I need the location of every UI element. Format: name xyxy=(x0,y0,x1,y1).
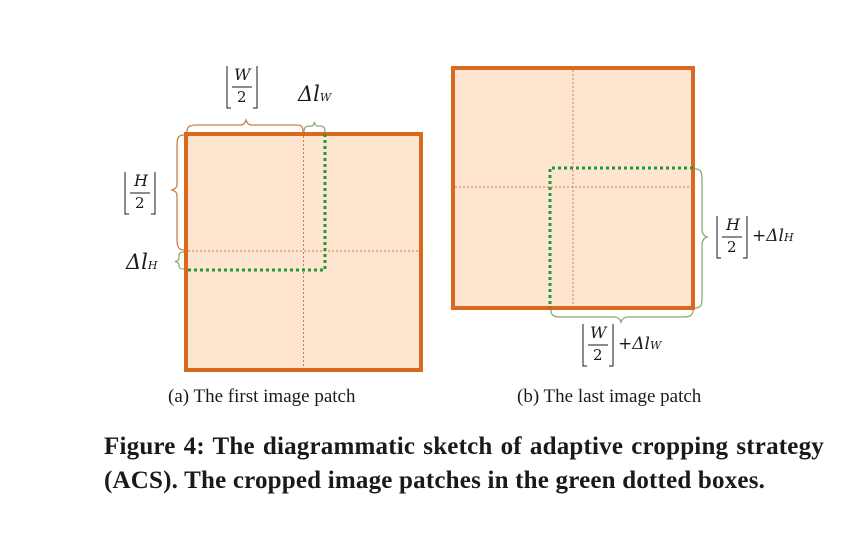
brace-top-delta-width xyxy=(303,121,326,133)
plus-sign: + xyxy=(752,226,767,246)
panel-b xyxy=(451,66,710,325)
delta-subscript: W xyxy=(649,339,662,352)
brace-right-height xyxy=(694,168,710,309)
panel-a xyxy=(169,117,423,372)
label-left-half-height: H 2 xyxy=(120,170,160,216)
crop-box-a xyxy=(186,134,327,272)
fraction-denominator: 2 xyxy=(727,238,737,256)
plus-sign: + xyxy=(618,334,633,354)
delta-symbol: Δl xyxy=(126,250,148,274)
label-top-delta-width: ΔlW xyxy=(298,82,331,106)
fraction-numerator: W xyxy=(234,65,251,84)
figure-caption: Figure 4: The diagrammatic sketch of ada… xyxy=(104,433,824,494)
label-left-delta-height: ΔlH xyxy=(126,250,157,274)
subcaption-a: (a) The first image patch xyxy=(168,386,356,407)
delta-subscript: W xyxy=(319,91,332,104)
delta-subscript: H xyxy=(147,259,158,272)
fraction-denominator: 2 xyxy=(135,194,145,212)
label-bottom-width: W 2 +ΔlW xyxy=(578,322,678,368)
fraction-denominator: 2 xyxy=(593,346,603,364)
crop-box-b xyxy=(548,166,693,308)
fraction-numerator: H xyxy=(726,215,740,234)
brace-top-half-width xyxy=(186,117,304,133)
delta-symbol: Δl xyxy=(766,226,784,246)
acs-diagram xyxy=(169,66,710,372)
delta-symbol: Δl xyxy=(298,82,320,106)
label-top-half-width: W 2 xyxy=(222,64,262,110)
fraction-numerator: W xyxy=(590,323,607,342)
fraction-numerator: H xyxy=(134,171,148,190)
delta-symbol: Δl xyxy=(632,334,650,354)
fraction-denominator: 2 xyxy=(237,88,247,106)
subcaption-b: (b) The last image patch xyxy=(517,386,702,407)
brace-left-delta-height xyxy=(174,251,185,270)
brace-left-half-height xyxy=(169,134,185,251)
delta-subscript: H xyxy=(783,231,794,244)
brace-bottom-width xyxy=(550,309,694,325)
label-right-height: H 2 +ΔlH xyxy=(712,214,812,260)
